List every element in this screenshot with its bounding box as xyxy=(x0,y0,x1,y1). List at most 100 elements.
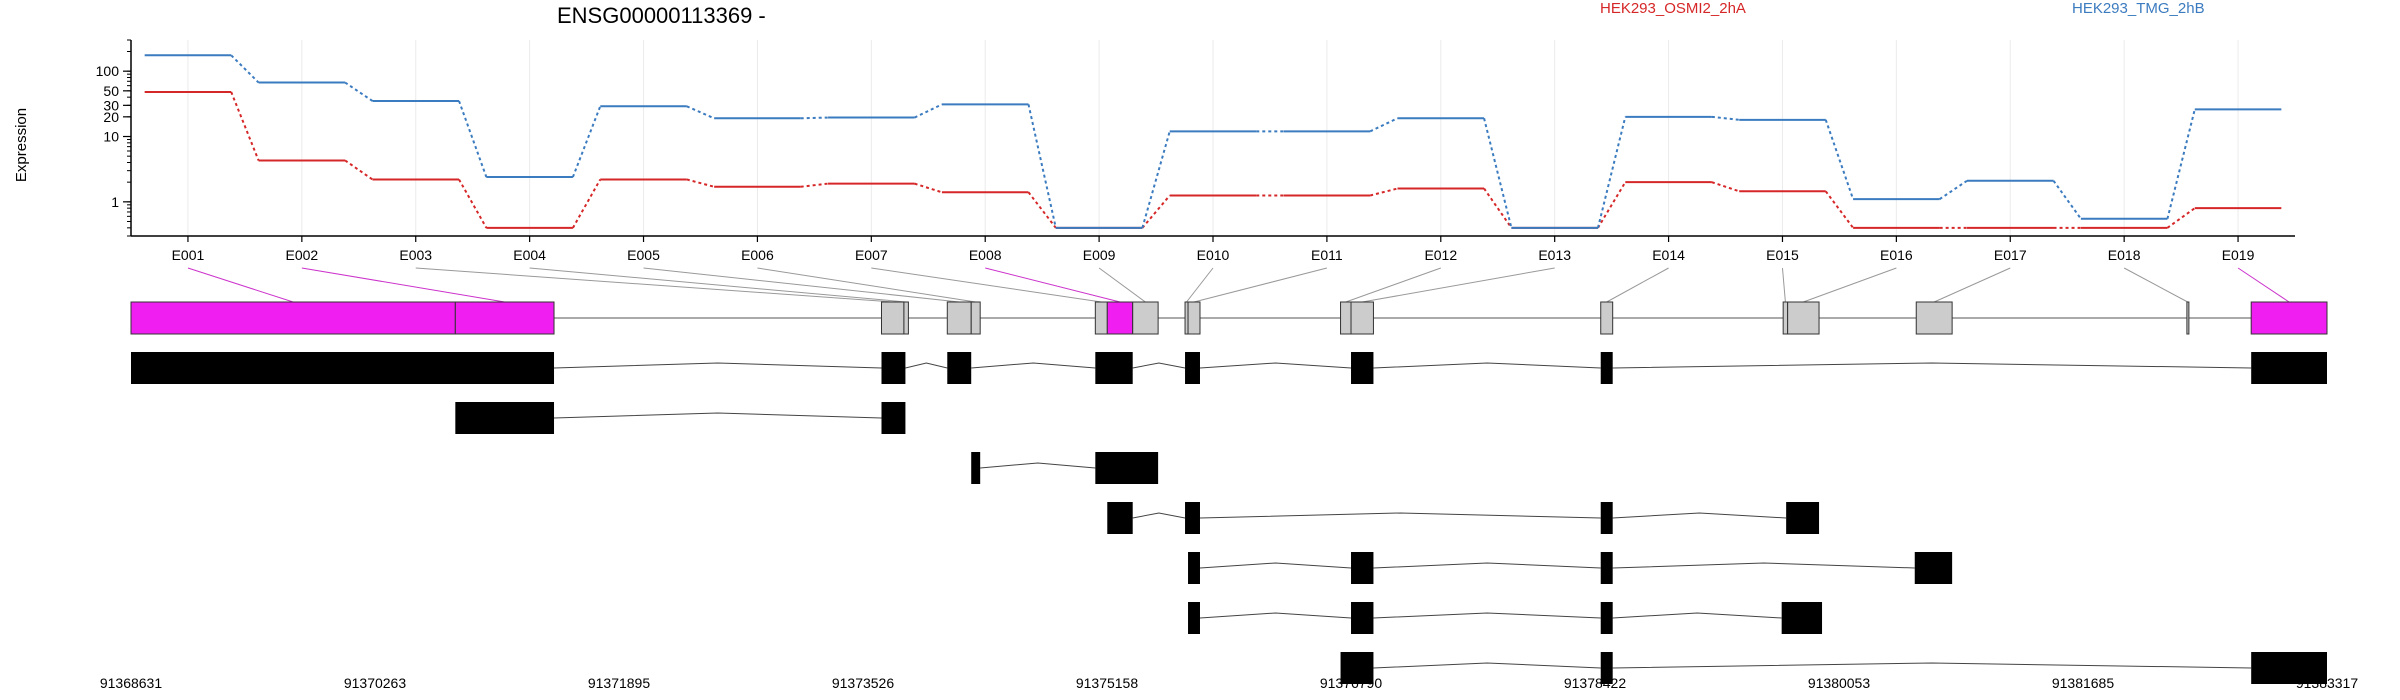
intron-line xyxy=(1612,362,2252,369)
x-tick-label: E018 xyxy=(2108,247,2141,263)
y-tick-label: 50 xyxy=(103,83,119,99)
exon-connector xyxy=(2123,267,2188,303)
exon-block xyxy=(1107,502,1133,534)
intron-line xyxy=(1612,662,2252,669)
exon-bin xyxy=(970,301,981,335)
exon-connector xyxy=(1098,267,1146,303)
y-axis-label: Expression xyxy=(13,108,30,182)
intron-line xyxy=(980,462,1096,469)
chart-title: ENSG00000113369 - xyxy=(557,3,766,28)
exon-block xyxy=(1600,352,1613,384)
transcript-1 xyxy=(131,352,2327,384)
exon-block xyxy=(1185,502,1200,534)
x-tick-label: E009 xyxy=(1083,247,1116,263)
legend-entry-tmg: HEK293_TMG_2hB xyxy=(2072,0,2205,17)
transition-segment xyxy=(571,105,602,178)
transition-segment xyxy=(2052,180,2082,220)
series-1 xyxy=(144,54,2282,229)
intron-line xyxy=(1612,512,1787,519)
exon-connector xyxy=(1193,267,1328,303)
transition-segment xyxy=(686,178,715,188)
exon-block xyxy=(1600,652,1613,684)
intron-line xyxy=(905,362,948,369)
exon-bin xyxy=(880,301,905,335)
exon-bin xyxy=(1340,301,1352,335)
x-tick-label: E007 xyxy=(855,247,888,263)
x-tick-label: E017 xyxy=(1994,247,2027,263)
exon-bin xyxy=(946,301,972,335)
x-tick-label: E003 xyxy=(399,247,432,263)
exon-block xyxy=(971,452,981,484)
transition-segment xyxy=(1597,181,1627,229)
transition-segment xyxy=(1711,115,1740,121)
x-tick-label: E001 xyxy=(172,247,205,263)
exon-block xyxy=(2251,352,2327,384)
intron-line xyxy=(1612,562,1915,569)
transition-segment xyxy=(1824,119,1855,200)
exon-connector xyxy=(1781,267,1786,303)
intron-line xyxy=(1199,362,1352,369)
exon-bin xyxy=(903,301,909,335)
transition-segment xyxy=(1141,194,1171,229)
exon-block xyxy=(1600,502,1613,534)
exon-connector xyxy=(1186,267,1214,303)
exon-bin xyxy=(1915,301,1953,335)
exon-block xyxy=(881,352,906,384)
transition-segment xyxy=(344,159,374,181)
exon-bin xyxy=(1787,301,1820,335)
genome-coordinate-label: 91373526 xyxy=(832,675,895,691)
intron-line xyxy=(1373,662,1601,669)
exon-block xyxy=(1351,552,1374,584)
x-tick-label: E008 xyxy=(969,247,1002,263)
exon-connector xyxy=(1933,267,2011,303)
exon-bin xyxy=(2186,301,2190,335)
transition-segment xyxy=(458,100,488,178)
genome-coordinate-label: 91378422 xyxy=(1564,675,1627,691)
x-tick-label: E013 xyxy=(1538,247,1571,263)
intron-line xyxy=(554,362,882,369)
intron-line xyxy=(1612,612,1782,619)
exon-connector xyxy=(871,267,1102,303)
intron-line xyxy=(1199,562,1352,569)
exon-bin xyxy=(1782,301,1789,335)
exon-connector xyxy=(1345,267,1441,303)
transition-segment xyxy=(1369,117,1398,133)
exon-connector xyxy=(1362,267,1555,303)
x-tick-label: E004 xyxy=(513,247,546,263)
exon-bin xyxy=(1350,301,1374,335)
transition-segment xyxy=(1596,116,1627,229)
legend-entry-osmi2: HEK293_OSMI2_2hA xyxy=(1600,0,1746,17)
exon-block xyxy=(1340,652,1374,684)
intron-line xyxy=(1373,612,1601,619)
exon-block xyxy=(947,352,972,384)
exon-connector xyxy=(757,267,976,303)
exon-block xyxy=(455,402,555,434)
x-tick-label: E015 xyxy=(1766,247,1799,263)
exon-connector xyxy=(643,267,960,303)
x-tick-label: E012 xyxy=(1424,247,1457,263)
x-tick-label: E014 xyxy=(1652,247,1685,263)
transition-segment xyxy=(344,81,374,102)
exon-block xyxy=(1781,602,1823,634)
exon-block xyxy=(1188,602,1200,634)
y-tick-label: 20 xyxy=(103,109,119,125)
exon-connector xyxy=(985,267,1121,303)
x-tick-label: E002 xyxy=(285,247,318,263)
transition-segment xyxy=(1483,118,1513,229)
transition-segment xyxy=(230,54,260,84)
gene-model: 91368631 91370263 91371895 91373526 91375158… xyxy=(100,267,2358,691)
transcript-4 xyxy=(1107,502,1820,534)
exon-connector xyxy=(1606,267,1669,303)
x-tick-label: E011 xyxy=(1311,247,1343,263)
transition-segment xyxy=(914,103,943,119)
exon-block xyxy=(1095,352,1133,384)
intron-line xyxy=(1199,512,1601,519)
intron-line xyxy=(554,412,882,419)
genome-coordinate-label: 91376790 xyxy=(1320,675,1383,691)
transition-segment xyxy=(2166,207,2196,229)
transition-segment xyxy=(1711,181,1740,193)
exon-block xyxy=(1188,552,1200,584)
genome-coordinate-label: 91368631 xyxy=(100,675,163,691)
